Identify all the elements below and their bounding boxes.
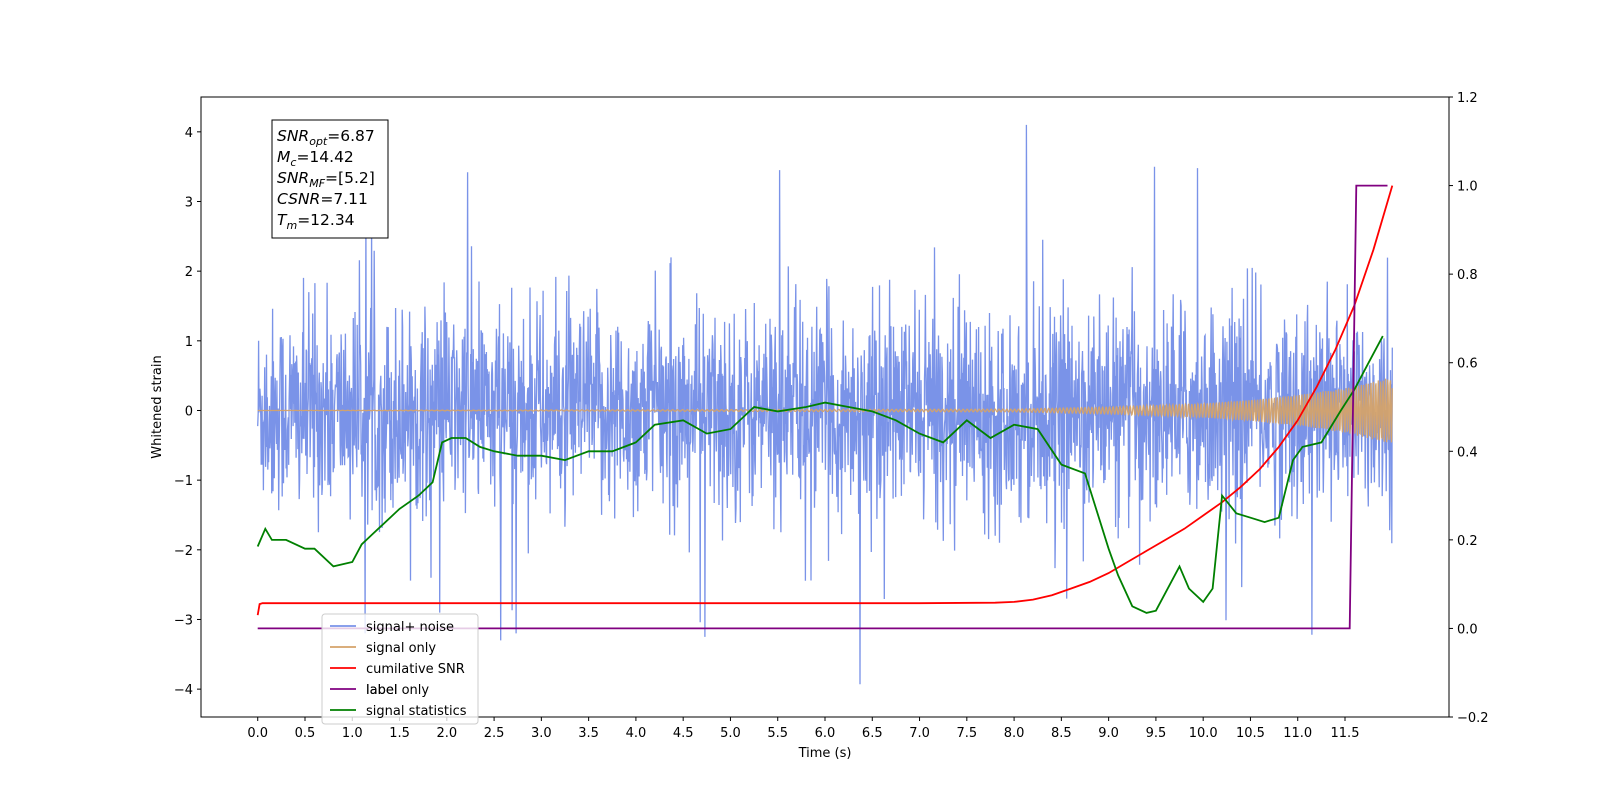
legend-frame (321, 613, 479, 725)
x-tick-label: 5.0 (720, 726, 741, 741)
x-tick-label: 3.0 (531, 726, 552, 741)
y-axis-left: −4 −3 −2 −1 0 1 2 3 4 (174, 126, 201, 698)
x-tick-label: 6.5 (862, 726, 883, 741)
x-tick-label: 11.5 (1331, 726, 1360, 741)
x-tick-label: 8.0 (1004, 726, 1025, 741)
x-tick-label: 5.5 (767, 726, 788, 741)
y-tick-label: 1 (185, 335, 193, 350)
x-tick-label: 11.0 (1283, 726, 1312, 741)
legend: label only signal+ noise signal only cumila… (321, 613, 479, 725)
x-tick-label: 1.5 (389, 726, 410, 741)
x-axis-label: Time (s) (798, 746, 852, 761)
x-tick-label: 0.5 (295, 726, 316, 741)
series-cumulative-snr (256, 185, 1394, 616)
x-tick-label: 2.5 (484, 726, 505, 741)
x-tick-label: 7.5 (956, 726, 977, 741)
x-axis: 0.0 0.5 1.0 1.5 2.0 2.5 3.0 3.5 4.0 4.5 5.0 5.5 6.0 6… (247, 717, 1359, 741)
x-tick-label: 4.5 (673, 726, 694, 741)
annotation-line: SNRopt=6.87 (277, 127, 375, 148)
x-tick-label: 10.5 (1236, 726, 1265, 741)
y-right-tick-label: 0.0 (1457, 622, 1478, 637)
x-tick-label: 1.0 (342, 726, 363, 741)
y-right-tick-label: 1.2 (1457, 91, 1478, 106)
legend-label: label (366, 683, 397, 698)
annotation-line: CSNR=7.11 (277, 190, 368, 208)
series-signal-noise (257, 124, 1393, 685)
series-signal-statistics (256, 335, 1384, 614)
y-tick-label: −1 (174, 474, 193, 489)
annotation-line: SNRMF=[5.2] (277, 169, 375, 190)
y-tick-label: −3 (174, 613, 193, 628)
x-tick-label: 10.0 (1189, 726, 1218, 741)
y-tick-label: −4 (174, 683, 193, 698)
annotation-frame (271, 119, 389, 239)
y-tick-label: 4 (185, 126, 193, 141)
legend-label: signal only (366, 641, 436, 656)
series-signal-only (257, 378, 1393, 443)
legend-label: cumilative SNR (366, 662, 465, 677)
y-tick-label: 2 (185, 265, 193, 280)
legend-label: signal statistics (366, 704, 467, 719)
y-tick-label: −2 (174, 544, 193, 559)
y-right-tick-label: 1.0 (1457, 180, 1478, 195)
plot-area (256, 124, 1394, 685)
y-axis-right: −0.2 0.0 0.2 0.4 0.6 0.8 1.0 1.2 (1449, 91, 1489, 726)
annotation-line: Mc=14.42 (277, 148, 354, 169)
y-tick-label: 0 (185, 404, 193, 419)
annotation-line: Tm=12.34 (277, 211, 355, 232)
x-tick-label: 3.5 (578, 726, 599, 741)
y-right-tick-label: 0.4 (1457, 445, 1478, 460)
y-right-tick-label: 0.6 (1457, 357, 1478, 372)
y-right-tick-label: 0.2 (1457, 534, 1478, 549)
y-right-tick-label: 0.8 (1457, 268, 1478, 283)
x-tick-label: 7.0 (909, 726, 930, 741)
x-tick-label: 2.0 (436, 726, 457, 741)
x-tick-label: 9.0 (1098, 726, 1119, 741)
x-tick-label: 0.0 (247, 726, 268, 741)
x-tick-label: 6.0 (815, 726, 836, 741)
series-label (257, 184, 1388, 630)
x-tick-label: 9.5 (1146, 726, 1167, 741)
legend-label: signal+ noise (366, 620, 454, 635)
x-tick-label: 8.5 (1051, 726, 1072, 741)
y-tick-label: 3 (185, 195, 193, 210)
y-axis-label: Whitened strain (150, 355, 165, 458)
y-right-tick-label: −0.2 (1457, 711, 1489, 726)
x-tick-label: 4.0 (626, 726, 647, 741)
legend-label-hidden: label only (366, 683, 429, 698)
